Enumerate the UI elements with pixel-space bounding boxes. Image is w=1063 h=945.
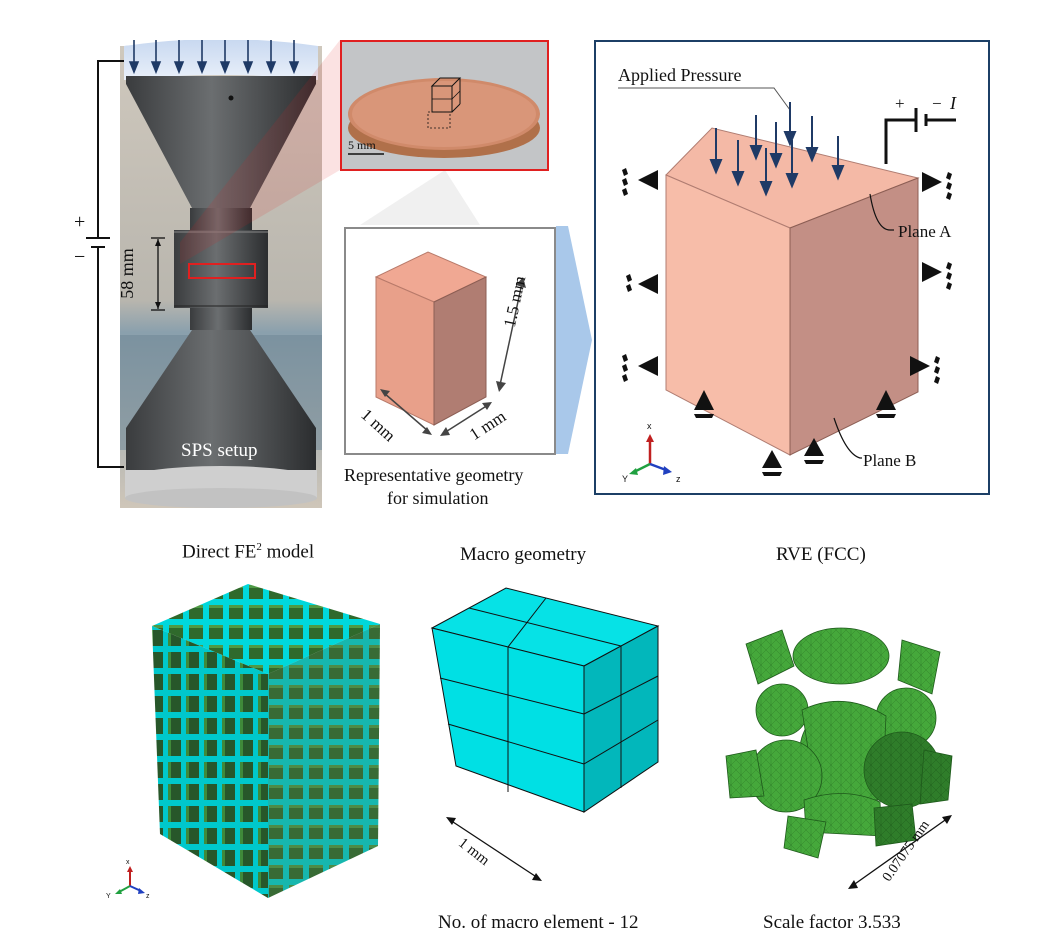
rep-caption-line1: Representative geometry [344, 465, 524, 485]
macro-geometry-mesh [430, 587, 660, 881]
plane-a-label: Plane A [898, 222, 952, 241]
direct-model-title-sup: 2 [256, 541, 262, 553]
boundary-axis-y: Y [622, 474, 629, 484]
direct-model-title-text: Direct FE [182, 541, 257, 563]
direct-axis-y: Y [106, 893, 111, 900]
sample-highlight-box [188, 263, 256, 279]
macro-geometry-title: Macro geometry [460, 544, 587, 565]
dimension-58-label: 58 mm [116, 248, 137, 299]
sps-pressure-arrows [128, 40, 300, 75]
sps-setup-label: SPS setup [181, 440, 258, 461]
direct-axis-z: z [146, 893, 150, 900]
boundary-cube [618, 87, 956, 476]
plane-b-label: Plane B [863, 451, 917, 470]
direct-axis-triad [115, 866, 145, 894]
sps-setup-illustration [120, 40, 322, 508]
circuit-bracket [86, 60, 124, 468]
macro-caption: No. of macro element - 12 [438, 912, 639, 933]
sps-setup-panel [118, 40, 324, 508]
representative-cube [374, 251, 526, 436]
scale-bar-label: 5 mm [348, 138, 376, 152]
direct-fe2-mesh [152, 584, 380, 898]
rve-fcc-mesh [725, 627, 953, 889]
rve-title: RVE (FCC) [776, 544, 866, 565]
electrode-minus-sign: − [932, 94, 942, 113]
zoom-projection-lines [180, 40, 480, 265]
applied-pressure-label: Applied Pressure [618, 65, 742, 85]
direct-axis-x: x [126, 859, 130, 866]
sample-photo [340, 40, 549, 171]
flow-arrow [556, 226, 592, 454]
boundary-axis-triad [629, 434, 672, 475]
rep-caption-line2: for simulation [387, 488, 489, 508]
circuit-plus-sign: + [74, 211, 86, 233]
direct-model-title: Direct FE2 model [182, 541, 314, 563]
rve-caption: Scale factor 3.533 [763, 912, 901, 933]
representative-geometry-box [344, 227, 556, 455]
circuit-minus-sign: − [74, 246, 86, 268]
boundary-axis-z: z [676, 474, 681, 484]
electrode-current-label: I [950, 93, 956, 113]
boundary-panel [594, 40, 990, 495]
direct-model-title-suffix: model [261, 541, 315, 563]
electrode-plus-sign: + [895, 94, 905, 113]
dimension-58-arrow [151, 237, 165, 311]
boundary-axis-x: x [647, 421, 652, 431]
